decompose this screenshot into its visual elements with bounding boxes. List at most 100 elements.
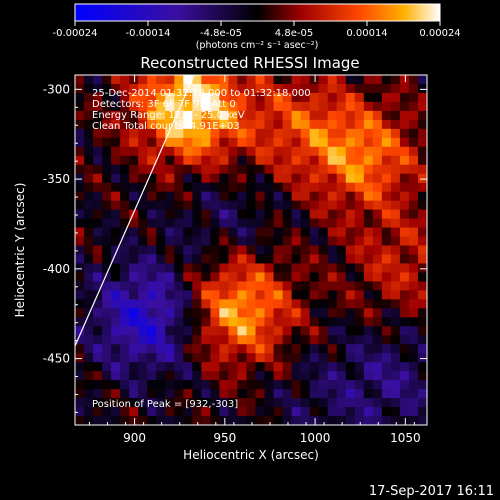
heatmap-cell [129,209,139,220]
heatmap-cell [291,110,302,121]
heatmap-cell [219,173,230,184]
heatmap-cell [156,245,166,256]
heatmap-cell [300,389,311,399]
heatmap-cell [381,344,392,354]
heatmap-cell [345,164,356,175]
heatmap-cell [237,92,248,103]
heatmap-cell [372,254,383,265]
heatmap-cell [102,146,112,157]
heatmap-cell [291,380,302,390]
heatmap-cell [210,389,221,399]
heatmap-cell [156,173,166,184]
heatmap-cell [282,407,293,417]
heatmap-cell [147,254,157,265]
heatmap-cell [192,245,202,256]
heatmap-cell [408,398,419,408]
heatmap-cell [336,75,347,85]
heatmap-cell [75,155,85,166]
heatmap-cell [363,371,374,381]
heatmap-cell [93,254,103,265]
heatmap-cell [399,254,410,265]
heatmap-cell [138,407,148,417]
heatmap-cell [372,236,383,247]
heatmap-cell [309,110,320,121]
heatmap-cell [246,272,257,283]
heatmap-cell [138,83,148,94]
colorbar: -0.00024 -0.00014 -4.8e-05 4.8e-05 0.00014 0.… [53,3,461,51]
heatmap-cell [390,128,401,139]
heatmap-cell [183,299,193,309]
heatmap-cell [417,128,427,139]
heatmap-cell [93,110,103,121]
heatmap-cell [354,389,365,399]
heatmap-cell [300,317,311,327]
heatmap-cell [417,254,427,265]
heatmap-cell [93,101,103,112]
heatmap-cell [246,317,257,327]
heatmap-cell [363,200,374,211]
heatmap-cell [102,128,112,139]
heatmap-cell [120,92,130,103]
heatmap-cell [363,245,374,256]
heatmap-cell [165,371,175,381]
heatmap-cell [93,317,103,327]
heatmap-cell [147,299,157,309]
heatmap-cell [138,173,148,184]
heatmap-cell [219,335,230,345]
heatmap-cell [309,146,320,157]
heatmap-cell [129,173,139,184]
heatmap-cell [408,146,419,157]
heatmap-cell [264,263,275,274]
heatmap-cell [156,353,166,363]
heatmap-cell [390,137,401,148]
heatmap-cell [318,416,329,425]
heatmap-cell [201,308,211,318]
heatmap-cell [336,272,347,283]
heatmap-cell [84,344,94,354]
heatmap-cell [210,254,221,265]
heatmap-cell [345,137,356,148]
heatmap-cell [138,209,148,220]
heatmap-cell [273,164,284,175]
heatmap-cell [129,182,139,193]
heatmap-cell [408,317,419,327]
heatmap-cell [318,335,329,345]
annotation-energy-range: Energy Range: 12.0 - 25.0 keV [92,110,245,121]
heatmap-cell [309,75,320,85]
heatmap-cell [300,191,311,202]
heatmap-cell [318,155,329,166]
heatmap-cell [102,92,112,103]
heatmap-cell [363,380,374,390]
heatmap-cell [210,407,221,417]
heatmap-cell [309,389,320,399]
heatmap-cell [165,416,175,425]
heatmap-cell [381,353,392,363]
heatmap-cell [246,308,257,318]
heatmap-cell [354,218,365,229]
heatmap-cell [291,344,302,354]
heatmap-cell [255,344,266,354]
heatmap-cell [327,362,338,372]
heatmap-cell [390,155,401,166]
heatmap-cell [111,263,121,274]
heatmap-cell [183,317,193,327]
heatmap-cell [228,398,239,408]
heatmap-cell [255,353,266,363]
heatmap-cell [291,389,302,399]
heatmap-cell [390,362,401,372]
heatmap-cell [318,209,329,220]
heatmap-cell [282,299,293,309]
heatmap-cell [300,416,311,425]
heatmap-cell [192,182,202,193]
heatmap-cell [246,245,257,256]
heatmap-cell [255,308,266,318]
heatmap-cell [111,119,121,130]
heatmap-cell [174,299,184,309]
heatmap-cell [120,173,130,184]
heatmap-cell [291,200,302,211]
heatmap-cell [390,92,401,103]
heatmap-cell [354,263,365,274]
heatmap-cell [372,119,383,130]
heatmap-cell [300,326,311,336]
heatmap-cell [282,83,293,94]
